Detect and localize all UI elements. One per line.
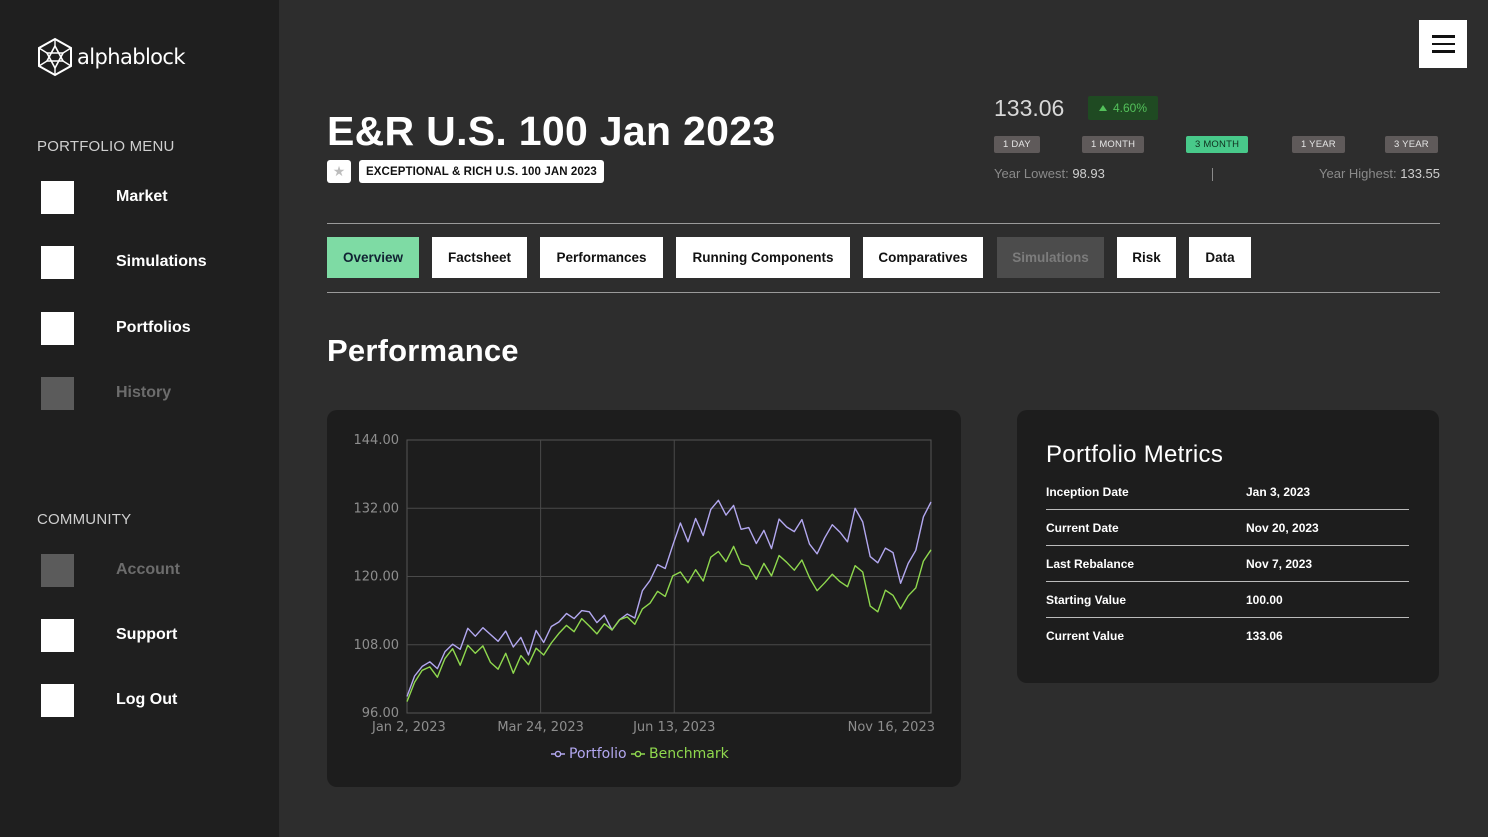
y-tick-label: 144.00 <box>354 433 400 448</box>
hamburger-icon <box>1431 35 1455 38</box>
hamburger-icon <box>1431 42 1455 46</box>
sidebar-item-label: Account <box>116 561 180 578</box>
market-icon <box>41 180 74 214</box>
x-tick-label: Jun 13, 2023 <box>632 720 715 735</box>
account-icon <box>41 553 74 587</box>
sidebar-item-log-out[interactable]: Log Out <box>41 683 261 717</box>
metric-value: Nov 20, 2023 <box>1246 520 1319 535</box>
year-highest: Year Highest: 133.55 <box>1319 166 1440 181</box>
brand-logo[interactable]: alphablock <box>36 37 186 77</box>
hexagon-star-logo-icon <box>38 37 72 77</box>
series-line-portfolio <box>406 499 932 697</box>
y-tick-label: 96.00 <box>362 706 399 721</box>
portfolio-metrics-card: Portfolio Metrics Inception Date Jan 3, … <box>1017 410 1439 683</box>
history-icon <box>41 376 74 410</box>
tab-running-components[interactable]: Running Components <box>676 237 850 278</box>
sidebar-item-portfolios[interactable]: Portfolios <box>41 311 261 345</box>
year-lowest-label: Year Lowest: <box>994 166 1069 181</box>
metric-row: Last Rebalance Nov 7, 2023 <box>1046 546 1409 582</box>
hamburger-menu-button[interactable] <box>1419 20 1467 68</box>
metrics-title: Portfolio Metrics <box>1046 441 1224 468</box>
y-tick-label: 120.00 <box>354 570 400 585</box>
metric-label: Current Date <box>1046 520 1119 535</box>
metric-row: Starting Value 100.00 <box>1046 582 1409 618</box>
year-highest-label: Year Highest: <box>1319 166 1397 181</box>
section-heading: Performance <box>327 333 519 368</box>
tab-factsheet[interactable]: Factsheet <box>432 237 527 278</box>
range-1-month-button[interactable]: 1 MONTH <box>1082 136 1145 153</box>
change-value: 4.60% <box>1112 101 1148 115</box>
log-out-icon <box>41 683 74 717</box>
legend-marker-dot <box>554 750 562 758</box>
hamburger-icon <box>1431 50 1455 53</box>
metric-label: Current Value <box>1046 629 1125 643</box>
metric-value: 133.06 <box>1246 629 1283 643</box>
range-3-month-button[interactable]: 3 MONTH <box>1186 136 1249 153</box>
metric-row: Current Value 133.06 <box>1046 618 1409 654</box>
legend-label: Benchmark <box>649 746 730 762</box>
sidebar-item-simulations[interactable]: Simulations <box>41 245 261 279</box>
sidebar-item-support[interactable]: Support <box>41 618 261 652</box>
arrow-up-icon <box>1098 105 1107 111</box>
tab-data[interactable]: Data <box>1189 237 1251 278</box>
community-title: COMMUNITY <box>37 511 132 528</box>
tab-performances[interactable]: Performances <box>540 237 663 278</box>
sidebar-item-market[interactable]: Market <box>41 180 261 214</box>
support-icon <box>41 618 74 652</box>
sidebar-item-label: Portfolios <box>116 319 191 336</box>
x-tick-label: Nov 16, 2023 <box>848 720 935 735</box>
y-tick-label: 108.00 <box>354 638 400 653</box>
brand-name: alphablock <box>77 45 186 69</box>
sidebar-item-label: Log Out <box>116 691 178 708</box>
divider <box>327 292 1440 293</box>
tab-risk[interactable]: Risk <box>1117 237 1176 278</box>
legend-label: Portfolio <box>569 746 627 762</box>
metric-value: 100.00 <box>1246 592 1283 607</box>
metric-label: Inception Date <box>1046 484 1129 499</box>
metric-label: Starting Value <box>1046 592 1127 607</box>
metric-value: Nov 7, 2023 <box>1246 556 1313 571</box>
metric-value: Jan 3, 2023 <box>1246 484 1311 499</box>
current-price: 133.06 <box>994 95 1065 121</box>
change-badge: 4.60% <box>1088 96 1158 120</box>
x-tick-label: Jan 2, 2023 <box>371 720 446 735</box>
sidebar-item-history: History <box>41 376 261 410</box>
sidebar-item-account: Account <box>41 553 261 587</box>
year-lowest: Year Lowest: 98.93 <box>994 166 1105 181</box>
sidebar: alphablock PORTFOLIO MENU Market Simulat… <box>0 0 279 837</box>
year-lowest-value: 98.93 <box>1072 166 1105 181</box>
y-tick-label: 132.00 <box>354 501 400 516</box>
legend-marker-dot <box>634 750 642 758</box>
range-1-year-button[interactable]: 1 YEAR <box>1292 136 1345 153</box>
sidebar-item-label: Market <box>116 188 168 205</box>
performance-chart-card: 144.00 132.00 120.00 108.00 96.00 Jan 2, 2023… <box>327 410 961 787</box>
year-highest-value: 133.55 <box>1400 166 1440 181</box>
sidebar-item-label: History <box>116 384 172 401</box>
simulations-icon <box>41 245 74 279</box>
divider <box>327 223 1440 224</box>
series-line-benchmark <box>406 545 932 702</box>
sidebar-item-label: Simulations <box>116 253 207 270</box>
tab-comparatives[interactable]: Comparatives <box>863 237 983 278</box>
metric-row: Inception Date Jan 3, 2023 <box>1046 474 1409 510</box>
tab-overview[interactable]: Overview <box>327 237 419 278</box>
metric-label: Last Rebalance <box>1046 556 1135 571</box>
portfolios-icon <box>41 311 74 345</box>
divider <box>1212 168 1213 181</box>
sidebar-item-label: Support <box>116 626 178 643</box>
favorite-star-button[interactable]: ★ <box>327 160 351 183</box>
star-icon: ★ <box>332 163 346 179</box>
portfolio-menu-title: PORTFOLIO MENU <box>37 138 175 155</box>
metric-row: Current Date Nov 20, 2023 <box>1046 510 1409 546</box>
portfolio-full-name-badge: EXCEPTIONAL & RICH U.S. 100 JAN 2023 <box>359 160 604 183</box>
range-1-day-button[interactable]: 1 DAY <box>994 136 1040 153</box>
tab-simulations: Simulations <box>997 237 1104 278</box>
x-tick-label: Mar 24, 2023 <box>497 720 584 735</box>
page-title: E&R U.S. 100 Jan 2023 <box>327 108 776 154</box>
range-3-year-button[interactable]: 3 YEAR <box>1385 136 1438 153</box>
